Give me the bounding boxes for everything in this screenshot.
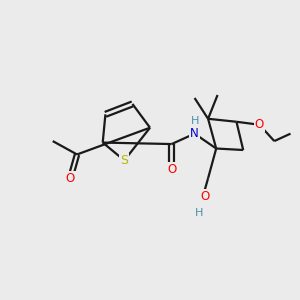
Text: S: S (120, 154, 128, 167)
Text: O: O (255, 118, 264, 131)
Text: N: N (190, 127, 199, 140)
Text: O: O (66, 172, 75, 185)
Text: O: O (167, 163, 176, 176)
Text: H: H (190, 116, 199, 126)
Text: H: H (194, 208, 203, 218)
Text: O: O (201, 190, 210, 203)
